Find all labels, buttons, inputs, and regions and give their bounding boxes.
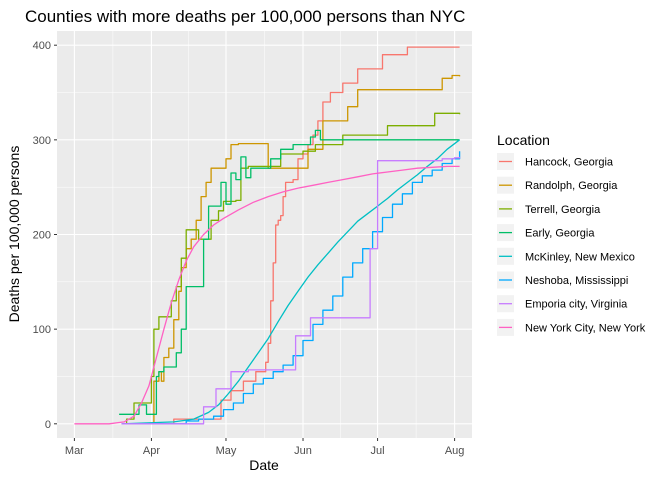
- legend-items: Hancock, Georgia Randolph, Georgia Terrell…: [497, 153, 646, 336]
- x-tick-label: Aug: [445, 445, 465, 457]
- y-tick-label: 400: [33, 40, 51, 52]
- legend-label: Emporia city, Virginia: [525, 299, 628, 311]
- y-tick-label: 200: [33, 230, 51, 242]
- x-tick-label: May: [216, 445, 237, 457]
- series-line-7: [74, 165, 460, 425]
- legend: Location Hancock, Georgia Randolph, Georg…: [497, 132, 646, 336]
- series-line-2: [121, 112, 461, 425]
- x-tick-label: Apr: [143, 445, 160, 457]
- legend-label: Hancock, Georgia: [525, 157, 614, 169]
- x-tick-label: Jun: [294, 445, 312, 457]
- y-axis-title: Deaths per 100,000 persons: [6, 146, 22, 323]
- legend-label: Terrell, Georgia: [525, 204, 601, 216]
- y-tick-label: 100: [33, 324, 51, 336]
- series-line-3: [119, 129, 460, 415]
- series-line-1: [121, 74, 461, 425]
- series-line-6: [121, 156, 461, 425]
- x-tick-label: Mar: [65, 445, 84, 457]
- chart-title: Counties with more deaths per 100,000 pe…: [25, 7, 465, 26]
- x-tick-label: Jul: [371, 445, 385, 457]
- major-gridlines: [57, 31, 472, 438]
- x-axis-title: Date: [249, 457, 279, 473]
- y-axis: 0 100 200 300 400: [33, 40, 57, 431]
- y-tick-label: 0: [45, 419, 51, 431]
- x-axis: Mar Apr May Jun Jul Aug: [65, 438, 464, 457]
- legend-label: McKinley, New Mexico: [525, 251, 635, 263]
- legend-label: Early, Georgia: [525, 228, 595, 240]
- series-line-4: [121, 139, 460, 425]
- y-tick-label: 300: [33, 135, 51, 147]
- series-lines: [74, 46, 461, 425]
- legend-label: New York City, New York: [525, 322, 646, 334]
- legend-label: Neshoba, Mississippi: [525, 275, 628, 287]
- legend-title: Location: [497, 132, 550, 148]
- legend-label: Randolph, Georgia: [525, 180, 618, 192]
- series-line-0: [121, 46, 460, 425]
